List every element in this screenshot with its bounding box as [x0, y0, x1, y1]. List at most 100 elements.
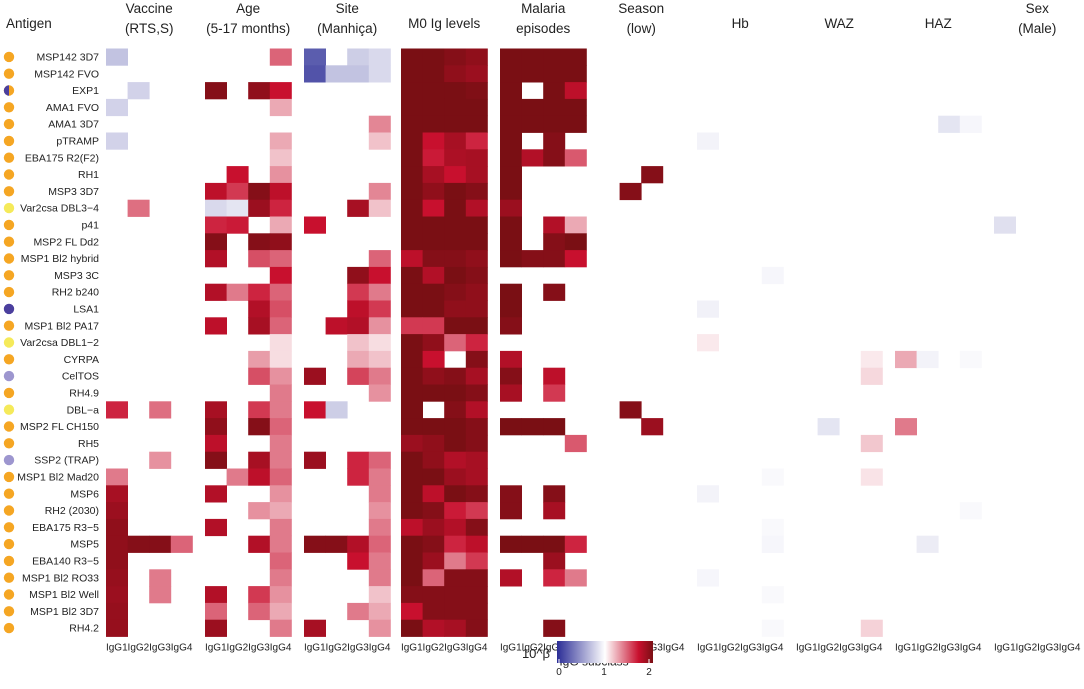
heatmap-cell — [465, 132, 488, 150]
panel-title-season: Season — [618, 1, 664, 16]
antigen-type-dot — [3, 589, 15, 600]
x-tick-label: IgG1 — [994, 643, 1016, 654]
heatmap-cell — [697, 334, 719, 352]
heatmap-cell — [248, 468, 271, 486]
heatmap-cell — [817, 418, 840, 436]
heatmap-cell — [401, 115, 423, 133]
x-tick-label: IgG4 — [960, 643, 982, 654]
legend-tick-label: 1 — [601, 667, 607, 678]
heatmap-cell — [368, 602, 391, 621]
heatmap-cell — [422, 216, 445, 234]
heatmap-cell — [465, 115, 488, 133]
heatmap-cell — [500, 502, 522, 520]
panel-hb — [697, 132, 784, 637]
heatmap-cell — [521, 98, 544, 117]
heatmap-cell — [401, 350, 423, 369]
heatmap-cell — [269, 48, 292, 66]
heatmap-cell — [347, 535, 370, 553]
heatmap-cell — [860, 619, 883, 637]
heatmap-cell — [444, 317, 467, 335]
antigen-label: Var2csa DBL3−4 — [20, 203, 99, 215]
heatmap-cell — [500, 418, 522, 436]
heatmap-cell — [205, 182, 227, 201]
heatmap-cell — [444, 552, 467, 570]
x-tick-label: IgG4 — [861, 643, 883, 654]
x-tick-label: IgG3 — [1037, 643, 1059, 654]
heatmap-cell — [543, 250, 566, 268]
x-tick-label: IgG2 — [522, 643, 544, 654]
panel-title-site: Site — [336, 1, 359, 16]
heatmap-cell — [422, 166, 445, 184]
heatmap-cell — [368, 451, 391, 469]
heatmap-cell — [641, 166, 664, 184]
heatmap-cell — [368, 384, 391, 402]
heatmap-cell — [465, 367, 488, 385]
heatmap-cell — [248, 367, 271, 385]
antigen-label: RH4.9 — [69, 388, 99, 400]
heatmap-cell — [401, 216, 423, 234]
heatmap-cell — [543, 502, 566, 520]
heatmap-cell — [422, 132, 445, 150]
heatmap-cell — [205, 317, 227, 335]
heatmap-cell — [444, 48, 467, 66]
heatmap-cell — [465, 300, 488, 318]
heatmap-cell — [106, 602, 128, 621]
heatmap-cell — [697, 132, 719, 150]
heatmap-cell — [269, 602, 292, 621]
heatmap-cell — [401, 384, 423, 402]
heatmap-cell — [401, 300, 423, 318]
heatmap-cell — [465, 619, 488, 637]
heatmap-cell — [347, 468, 370, 486]
antigen-label: MSP6 — [70, 488, 99, 500]
heatmap-cell — [500, 350, 522, 369]
heatmap-cell — [205, 418, 227, 436]
heatmap-cell — [368, 619, 391, 637]
heatmap-cell — [444, 166, 467, 184]
heatmap-cell — [149, 451, 172, 469]
panel-title-m0: M0 Ig levels — [408, 16, 480, 31]
heatmap-cell — [543, 485, 566, 503]
heatmap-cell — [226, 199, 249, 217]
heatmap-cell — [444, 586, 467, 604]
antigen-label: EBA140 R3−5 — [32, 556, 99, 568]
heatmap-cell — [543, 82, 566, 100]
heatmap-cell — [368, 334, 391, 352]
heatmap-cell — [401, 569, 423, 587]
antigen-label: MSP142 3D7 — [37, 52, 100, 64]
heatmap-cell — [106, 619, 128, 637]
heatmap-cell — [444, 300, 467, 318]
heatmap-cell — [205, 250, 227, 268]
heatmap-cell — [127, 82, 150, 100]
antigen-label: EBA175 R2(F2) — [25, 152, 99, 164]
heatmap-cell — [106, 518, 128, 537]
heatmap-cell — [761, 468, 784, 486]
heatmap-cell — [500, 199, 522, 217]
heatmap-cell — [205, 586, 227, 604]
heatmap-cell — [368, 250, 391, 268]
heatmap-cell — [401, 418, 423, 436]
x-tick-label: IgG1 — [697, 643, 719, 654]
heatmap-cell — [368, 367, 391, 385]
heatmap-cell — [564, 569, 587, 587]
antigen-label: MSP3 3C — [54, 270, 99, 282]
heatmap-cell — [422, 367, 445, 385]
antigen-label: MSP2 FL Dd2 — [33, 236, 99, 248]
heatmap-cell — [422, 502, 445, 520]
heatmap-cell — [106, 552, 128, 570]
heatmap-cell — [444, 266, 467, 285]
heatmap-cell — [401, 166, 423, 184]
heatmap-cell — [106, 586, 128, 604]
heatmap-cell — [269, 132, 292, 150]
heatmap-cell — [347, 266, 370, 285]
heatmap-cell — [226, 166, 249, 184]
heatmap-cell — [401, 434, 423, 453]
heatmap-cell — [564, 250, 587, 268]
heatmap-cell — [401, 283, 423, 301]
heatmap-cell — [205, 485, 227, 503]
heatmap-cell — [465, 602, 488, 621]
x-tick-label: IgG4 — [762, 643, 784, 654]
heatmap-cell — [543, 552, 566, 570]
heatmap-cell — [401, 317, 423, 335]
heatmap-cell — [269, 350, 292, 369]
